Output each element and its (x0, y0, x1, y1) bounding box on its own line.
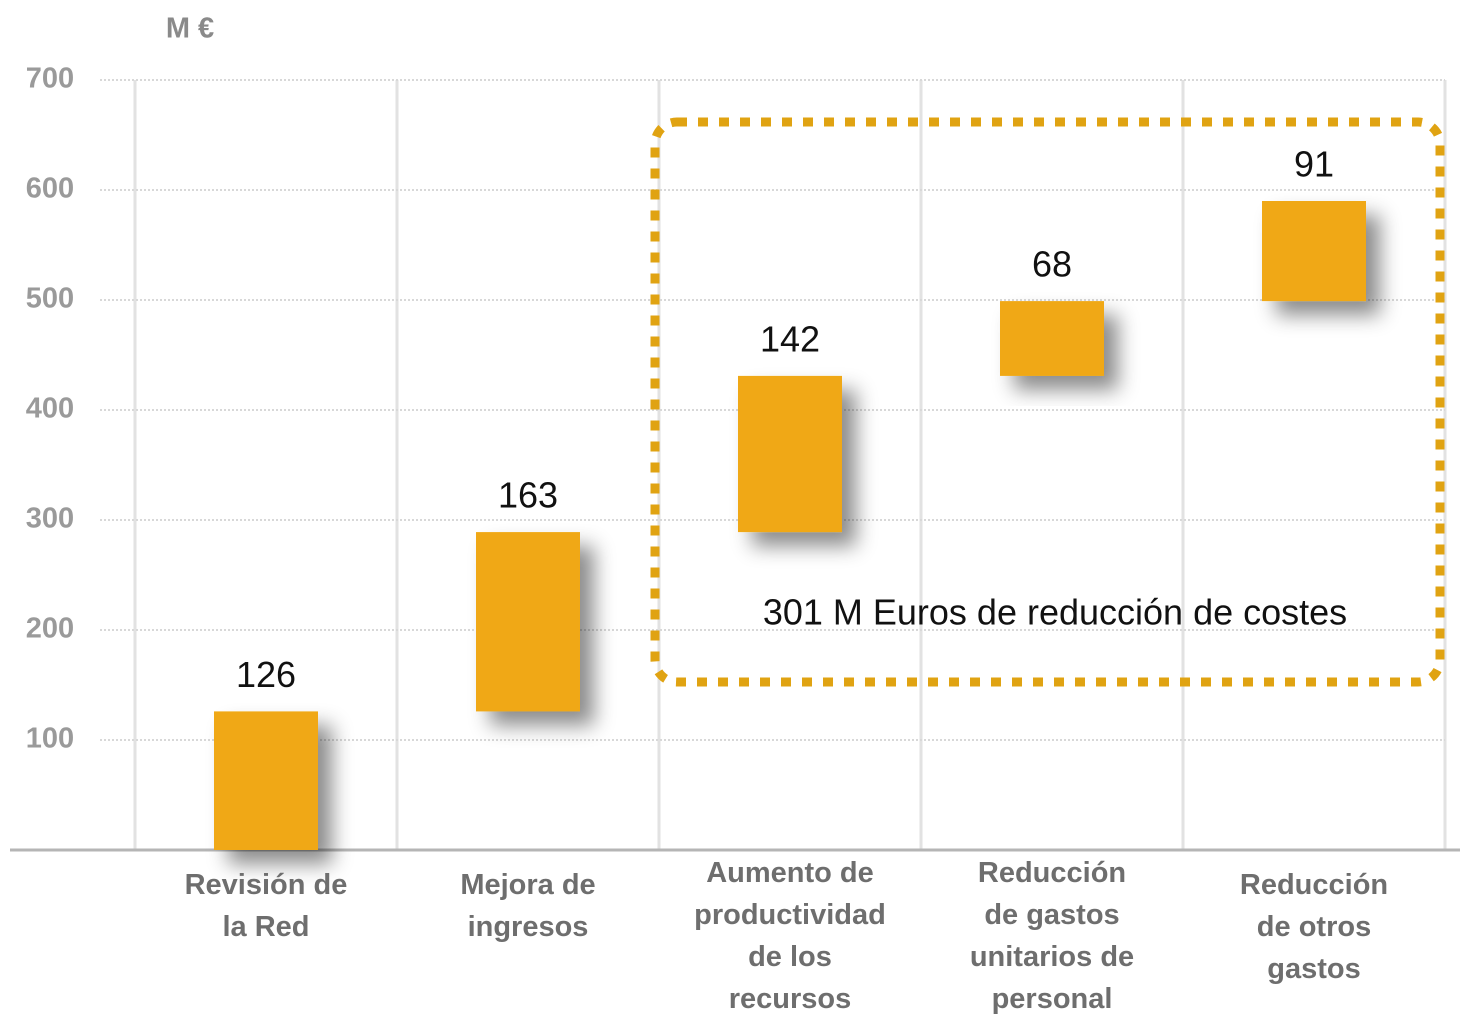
y-tick-label: 600 (26, 173, 74, 205)
value-label: 126 (236, 654, 296, 695)
y-tick-label: 100 (26, 723, 74, 755)
x-tick-label: Aumento de productividad de los recursos (694, 857, 886, 1015)
bar (476, 532, 580, 712)
y-tick-label: 200 (26, 613, 74, 645)
y-tick-label: 400 (26, 393, 74, 425)
x-tick-label: Revisión de la Red (184, 869, 348, 943)
y-tick-label: 500 (26, 283, 74, 315)
bar (738, 375, 842, 533)
value-label: 68 (1032, 244, 1072, 285)
value-label: 142 (760, 318, 820, 359)
y-tick-label: 300 (26, 503, 74, 535)
bar (1000, 301, 1104, 376)
x-tick-label: Reducción de otros gastos (1239, 869, 1389, 985)
bar (214, 711, 318, 850)
bar (1262, 201, 1366, 302)
annotation: 301 M Euros de reducción de costes (763, 592, 1347, 633)
y-axis-label: M € (166, 13, 214, 45)
value-label: 163 (498, 475, 558, 516)
x-tick-label: Mejora de ingresos (460, 869, 596, 943)
x-tick-label: Reducción de gastos unitarios de persona… (969, 857, 1135, 1015)
value-label: 91 (1294, 144, 1334, 185)
annotation-box (650, 117, 1445, 687)
y-tick-label: 700 (26, 63, 74, 95)
